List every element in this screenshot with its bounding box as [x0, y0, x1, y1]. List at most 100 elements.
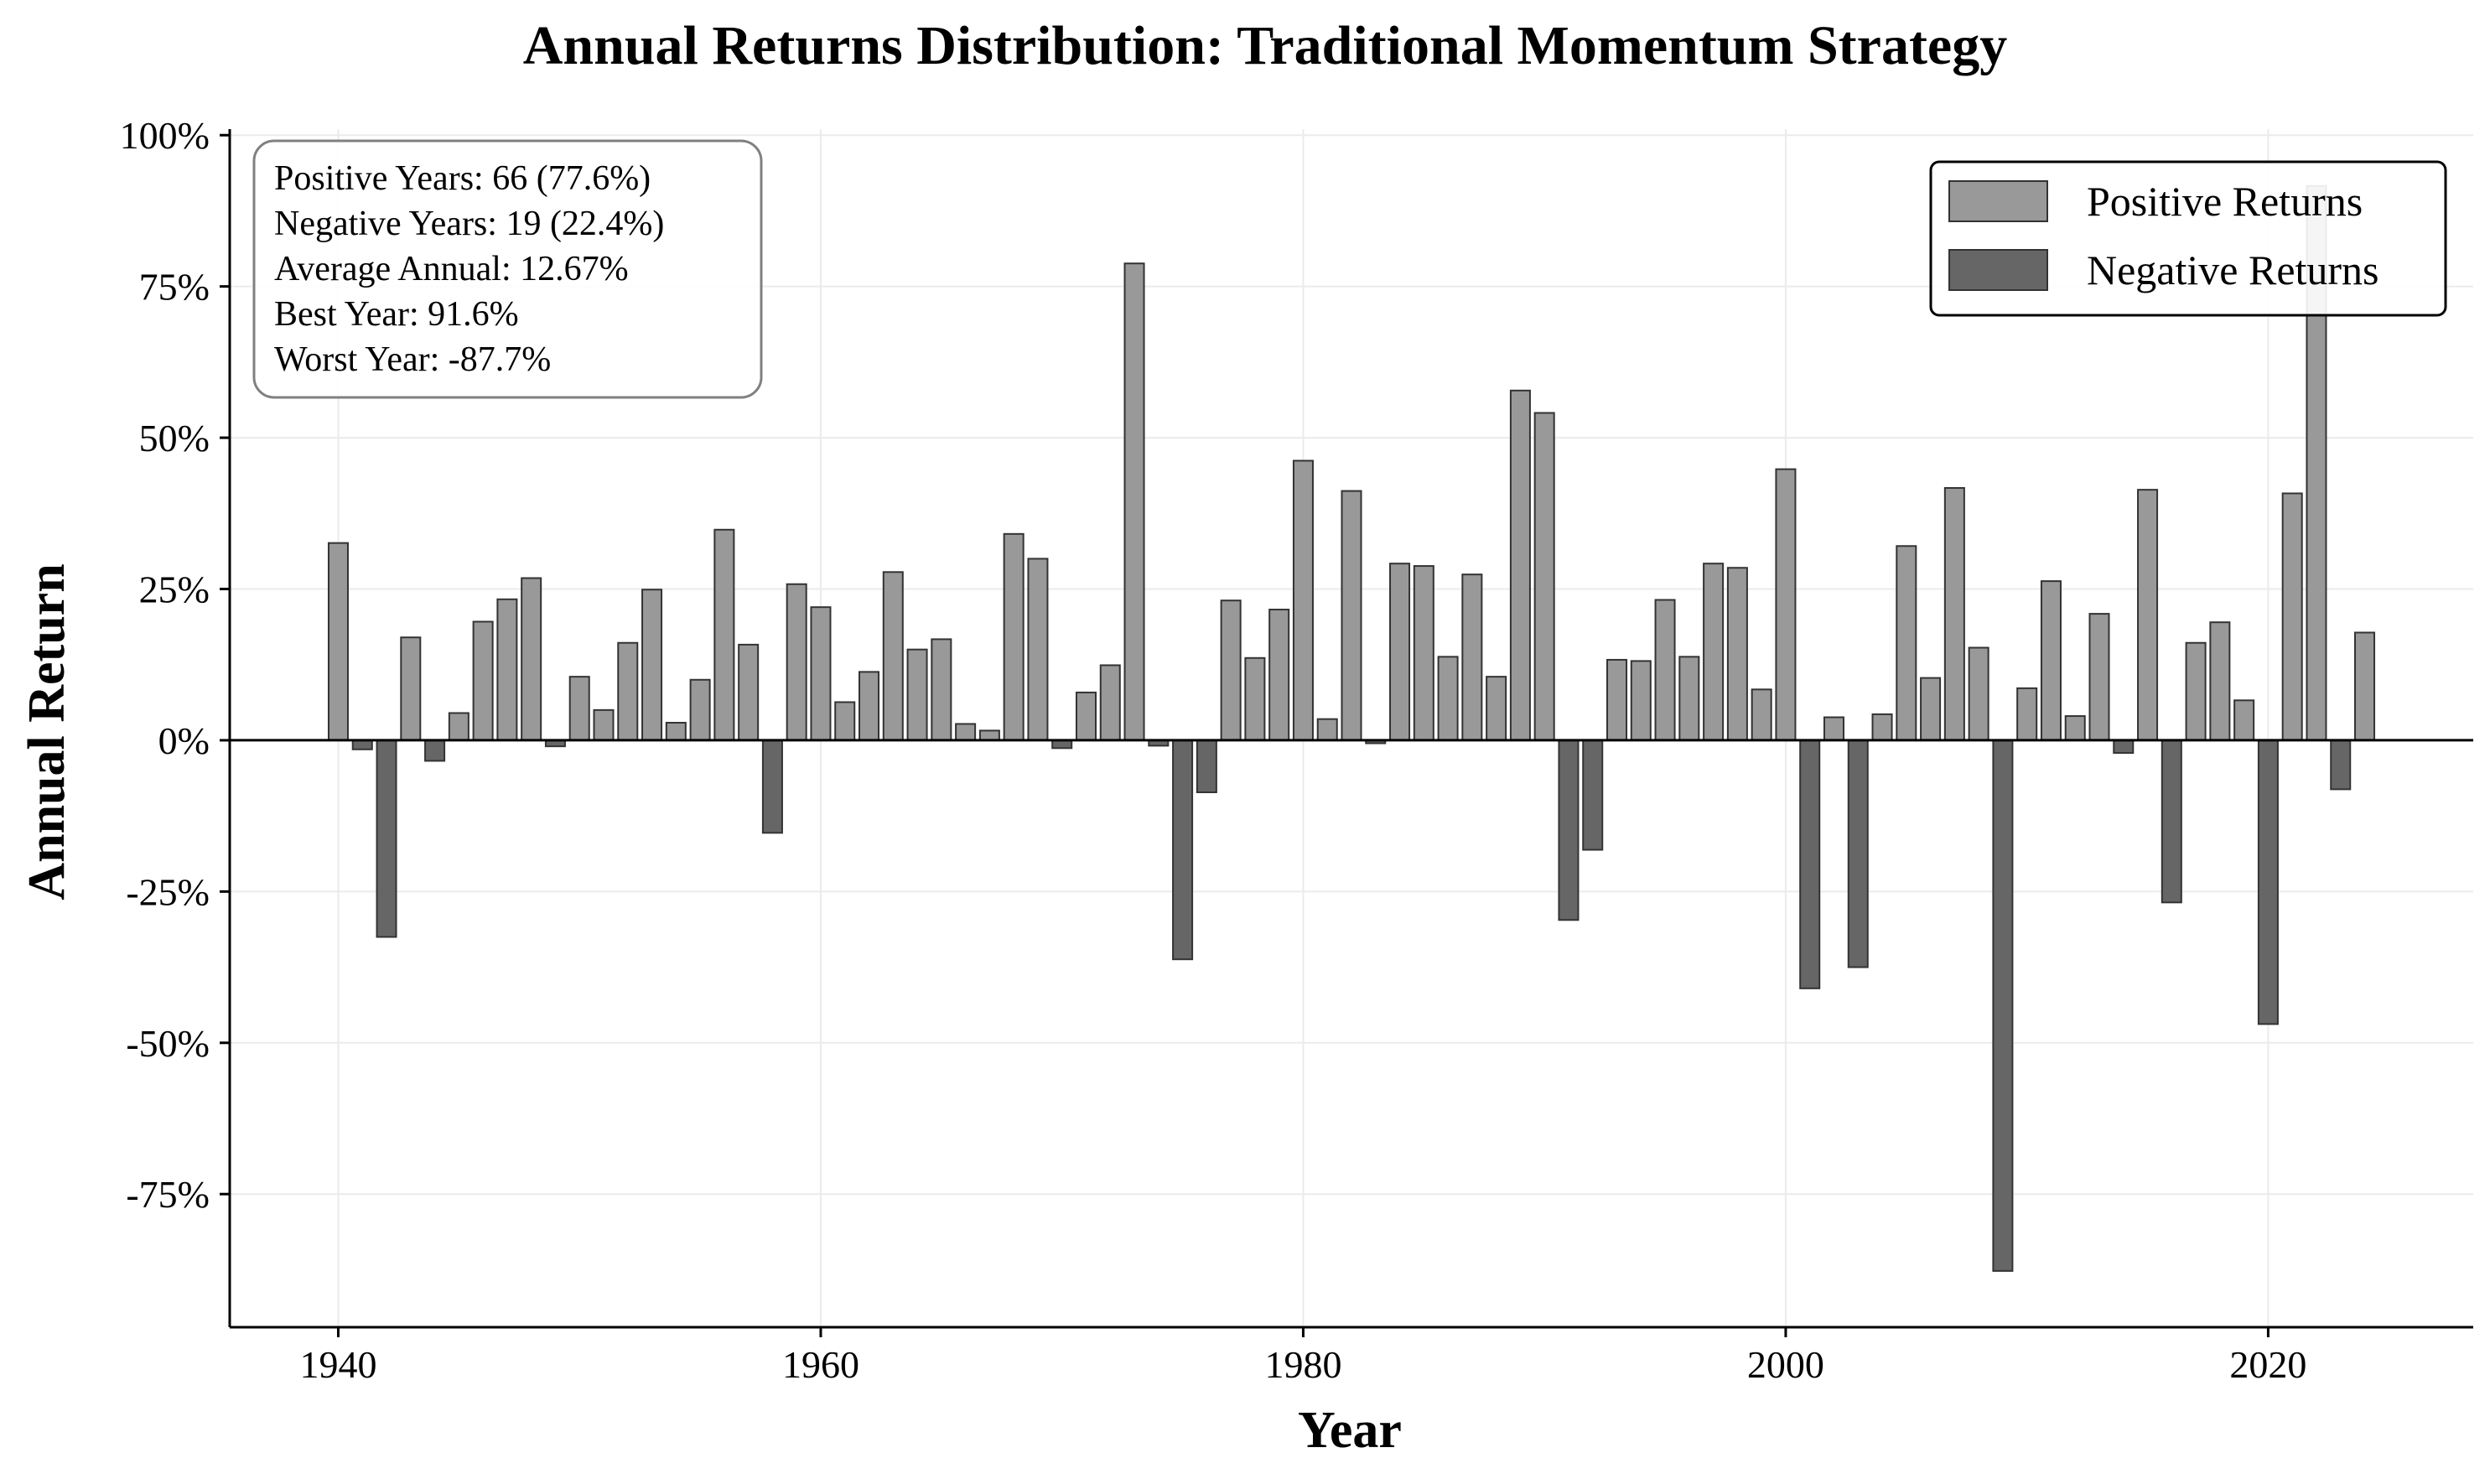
legend-label-negative: Negative Returns	[2087, 246, 2379, 293]
y-tick-label: 50%	[139, 417, 210, 459]
bar-1991	[1558, 739, 1580, 921]
bar-2016	[2161, 739, 2182, 904]
bar-2018	[2209, 621, 2231, 741]
bar-1975	[1172, 739, 1194, 961]
bar-1946	[472, 620, 494, 741]
bar-2008	[1968, 646, 1989, 741]
x-tick-label: 1980	[1264, 1343, 1341, 1386]
x-tick-label: 1960	[782, 1343, 859, 1386]
bar-1948	[521, 577, 542, 741]
bar-2005	[1896, 545, 1917, 741]
bar-1998	[1726, 567, 1748, 741]
y-tick-label: -25%	[126, 870, 210, 913]
bar-1942	[376, 739, 397, 938]
bar-1957	[738, 643, 760, 741]
legend-swatch-negative	[1948, 249, 2048, 291]
bar-1945	[448, 712, 469, 741]
bar-1990	[1533, 412, 1555, 741]
bar-1997	[1703, 563, 1725, 741]
y-tick-label: 25%	[139, 568, 210, 611]
bar-1994	[1630, 660, 1652, 741]
bar-1943	[400, 636, 422, 741]
bar-1976	[1196, 739, 1217, 793]
stats-line-positive-years: Positive Years: 66 (77.6%)	[274, 159, 651, 198]
bar-2010	[2016, 687, 2038, 741]
bar-1955	[689, 678, 711, 741]
bars	[327, 184, 2376, 1272]
bar-2013	[2088, 613, 2110, 741]
bar-2011	[2040, 580, 2062, 741]
bar-1981	[1316, 718, 1338, 741]
bar-1982	[1341, 490, 1362, 741]
bar-2009	[1992, 739, 2014, 1272]
bar-1954	[665, 722, 687, 741]
y-tick-label: -75%	[126, 1173, 210, 1216]
bar-1958	[761, 739, 783, 834]
bar-1956	[713, 528, 735, 741]
bar-2003	[1847, 739, 1869, 968]
bar-1985	[1413, 565, 1434, 741]
bar-2015	[2137, 489, 2159, 741]
bar-1969	[1027, 558, 1049, 741]
x-ticks: 1940 1960 1980 2000 2020	[299, 1327, 2306, 1386]
bar-2001	[1799, 739, 1821, 989]
bar-1959	[786, 583, 807, 741]
chart-title: Annual Returns Distribution: Traditional…	[523, 15, 2007, 76]
bar-1947	[496, 598, 518, 741]
x-tick-label: 2020	[2229, 1343, 2306, 1386]
bar-1995	[1654, 599, 1676, 741]
bar-1940	[327, 542, 349, 741]
legend: Positive Returns Negative Returns	[1929, 160, 2447, 317]
bar-1967	[978, 729, 1000, 741]
bar-2020	[2257, 739, 2279, 1025]
bar-1952	[617, 641, 639, 741]
x-axis-label: Year	[1298, 1402, 1402, 1459]
bar-1950	[568, 676, 590, 741]
bar-2002	[1823, 716, 1844, 741]
stats-box: Positive Years: 66 (77.6%) Negative Year…	[252, 139, 763, 399]
y-tick-label: -50%	[126, 1022, 210, 1065]
bar-1971	[1075, 691, 1097, 741]
bar-1951	[593, 708, 615, 741]
legend-swatch-positive	[1948, 180, 2048, 222]
bar-1944	[424, 739, 446, 762]
bar-1984	[1389, 563, 1411, 741]
stats-line-negative-years: Negative Years: 19 (22.4%)	[274, 205, 664, 243]
bar-1972	[1099, 664, 1121, 741]
bar-1978	[1244, 656, 1266, 741]
bar-1977	[1220, 599, 1242, 741]
x-tick-label: 1940	[299, 1343, 376, 1386]
bar-2023	[2330, 739, 2352, 791]
bar-1966	[955, 723, 977, 741]
bar-1968	[1003, 532, 1025, 741]
bar-2004	[1871, 713, 1893, 741]
bar-1989	[1509, 389, 1531, 741]
bar-2017	[2185, 641, 2207, 741]
stats-line-worst-year: Worst Year: -87.7%	[274, 340, 551, 379]
stats-line-average-annual: Average Annual: 12.67%	[274, 250, 629, 288]
stats-line-best-year: Best Year: 91.6%	[274, 295, 519, 334]
bar-1988	[1486, 676, 1507, 741]
bar-1941	[351, 739, 373, 750]
bar-1965	[931, 638, 952, 741]
bar-1962	[859, 671, 880, 741]
bar-1999	[1751, 688, 1772, 741]
bar-1961	[834, 701, 856, 741]
bar-1996	[1678, 656, 1700, 741]
bar-2024	[2354, 631, 2376, 741]
bar-1992	[1582, 739, 1604, 851]
bar-2000	[1775, 468, 1797, 741]
bar-1987	[1461, 573, 1483, 741]
bar-2021	[2281, 492, 2303, 741]
y-tick-label: 100%	[120, 114, 210, 157]
y-ticks: -75% -50% -25% 0% 25% 50% 75% 100%	[120, 114, 230, 1216]
bar-1963	[882, 571, 904, 741]
bar-1964	[906, 648, 928, 741]
bar-2006	[1920, 677, 1942, 741]
y-axis-label: Annual Return	[18, 563, 75, 900]
bar-2007	[1943, 486, 1965, 741]
bar-1980	[1292, 459, 1314, 741]
bar-2012	[2064, 715, 2086, 741]
legend-label-positive: Positive Returns	[2087, 178, 2363, 225]
